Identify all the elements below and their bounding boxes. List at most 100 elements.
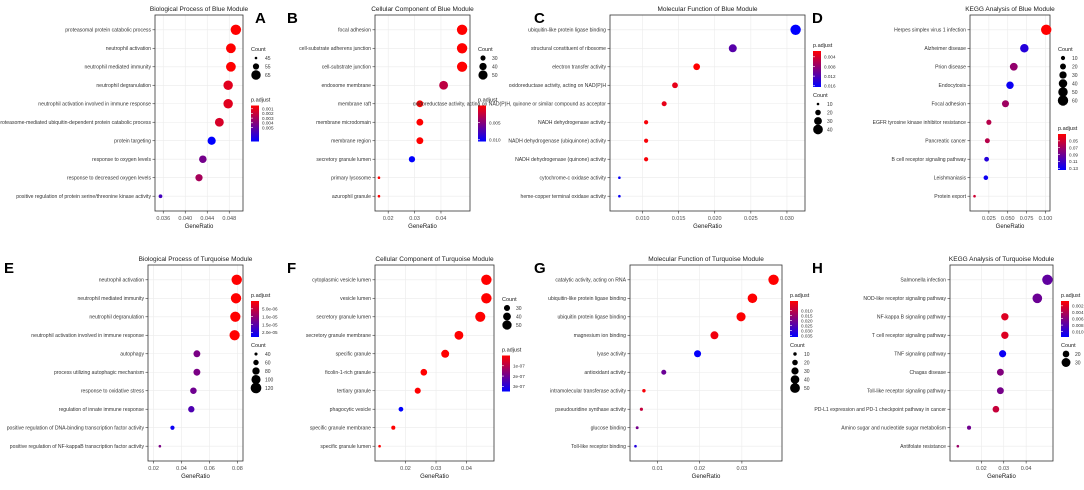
padjust-colorbar <box>1061 301 1069 337</box>
data-point <box>618 176 621 180</box>
data-point <box>193 350 201 358</box>
padjust-colorbar <box>813 51 821 87</box>
data-point <box>158 194 163 199</box>
data-point <box>1041 24 1052 35</box>
data-point <box>408 156 416 163</box>
padjust-legend-title: p.adjust <box>790 293 810 299</box>
y-category-label: catalytic activity, acting on RNA <box>555 278 626 284</box>
colorbar-label: 0.010 <box>489 138 501 143</box>
colorbar-label: 2.0e-05 <box>262 330 278 335</box>
plot-area <box>970 15 1050 211</box>
padjust-legend-title: p.adjust <box>1058 126 1078 132</box>
count-legend-label: 55 <box>265 64 271 70</box>
data-point <box>378 444 381 448</box>
count-legend-dot <box>478 70 488 80</box>
y-category-label: oxidoreductase activity, acting on NAD(P… <box>509 83 607 89</box>
y-category-label: proteasomal protein catabolic process <box>65 28 151 34</box>
y-category-label: Herpes simplex virus 1 infection <box>894 28 966 34</box>
colorbar-label: 0.025 <box>801 323 813 328</box>
colorbar-label: 0.020 <box>801 318 813 323</box>
data-point <box>456 24 468 35</box>
data-point <box>158 444 162 448</box>
padjust-colorbar <box>251 105 259 142</box>
y-category-label: Toll-like receptor signaling pathway <box>867 389 946 395</box>
padjust-legend: p.adjust 1e-07 2e-07 3e-07 <box>502 348 525 392</box>
padjust-legend: p.adjust 0.05 0.070.09 0.11 0.13 <box>1058 126 1078 171</box>
y-category-label: neutrophil activation involved in immune… <box>31 333 144 339</box>
plot-area <box>148 265 243 461</box>
y-category-label: neutrophil degranulation <box>89 315 144 321</box>
colorbar-label: 0.006 <box>1072 316 1084 321</box>
colorbar-label: 1.0e-05 <box>262 314 278 319</box>
chart-title: Molecular Function of Turquoise Module <box>648 256 764 263</box>
count-legend-dot <box>503 312 511 321</box>
y-category-label: primary lysosome <box>331 176 371 182</box>
x-tick-label: 0.03 <box>998 466 1009 472</box>
count-legend-label: 20 <box>827 110 833 116</box>
y-category-label: B cell receptor signaling pathway <box>892 157 967 163</box>
data-point <box>642 389 646 393</box>
y-category-label: cell-substrate adherens junction <box>299 46 371 52</box>
x-axis-title: GeneRatio <box>996 224 1025 230</box>
count-legend-dot <box>251 70 261 80</box>
data-point <box>973 194 976 198</box>
y-category-label: focal adhesion <box>338 28 371 34</box>
x-tick-label: 0.048 <box>222 216 236 222</box>
count-legend-dot <box>1062 350 1070 358</box>
panel-letter: H <box>812 260 823 277</box>
count-legend: Count 30 40 50 <box>478 47 498 80</box>
data-point <box>661 101 667 107</box>
count-legend-title: Count <box>502 297 517 303</box>
count-legend-label: 20 <box>1075 352 1081 358</box>
padjust-colorbar <box>1058 134 1066 170</box>
data-point <box>1001 100 1010 108</box>
data-point <box>416 118 424 126</box>
data-point <box>672 82 678 89</box>
y-category-label: Toll-like receptor binding <box>571 444 626 450</box>
data-point <box>618 194 621 198</box>
count-legend-label: 50 <box>516 323 522 329</box>
chart-title: Cellular Component of Turquoise Module <box>375 256 494 263</box>
x-tick-label: 0.040 <box>178 216 192 222</box>
count-legend-label: 100 <box>265 377 274 383</box>
y-category-label: protein targeting <box>114 139 151 145</box>
data-point <box>416 100 424 108</box>
count-legend-dot <box>1058 87 1068 97</box>
data-point <box>475 311 486 322</box>
data-point <box>190 387 197 394</box>
count-legend-title: Count <box>1061 343 1076 349</box>
x-tick-label: 0.06 <box>204 466 215 472</box>
y-category-label: positive regulation of protein serine/th… <box>16 194 151 200</box>
colorbar-label: 0.008 <box>1072 323 1084 328</box>
data-point <box>768 274 779 285</box>
count-legend-label: 20 <box>804 360 810 366</box>
count-legend: Count 30 40 50 <box>502 297 522 330</box>
panel-letter: G <box>534 260 546 277</box>
x-tick-label: 0.02 <box>976 466 987 472</box>
data-point <box>229 330 240 341</box>
data-point <box>693 63 701 71</box>
padjust-legend-title: p.adjust <box>813 43 833 49</box>
y-category-label: autophagy <box>120 352 144 358</box>
count-legend-label: 45 <box>265 56 271 62</box>
count-legend-dot <box>1057 95 1069 106</box>
padjust-legend-title: p.adjust <box>251 293 271 299</box>
data-point <box>223 80 233 90</box>
count-legend-label: 30 <box>1075 360 1081 366</box>
data-point <box>635 426 639 430</box>
data-point <box>231 274 242 285</box>
x-tick-label: 0.02 <box>694 466 705 472</box>
count-legend-dot <box>1060 55 1066 61</box>
panel-e: E Biological Process of Turquoise Module 0… <box>4 256 278 480</box>
count-legend-label: 10 <box>827 102 833 108</box>
y-category-label: specific granule <box>336 352 372 358</box>
y-category-label: response to decreased oxygen levels <box>67 176 152 182</box>
x-tick-label: 0.010 <box>636 216 650 222</box>
count-legend-label: 65 <box>265 73 271 79</box>
data-point <box>966 425 972 430</box>
y-category-label: EGFR tyrosine kinase inhibitor resistanc… <box>873 120 967 126</box>
data-point <box>644 120 649 125</box>
data-point <box>416 137 424 145</box>
count-legend-label: 50 <box>492 73 498 79</box>
